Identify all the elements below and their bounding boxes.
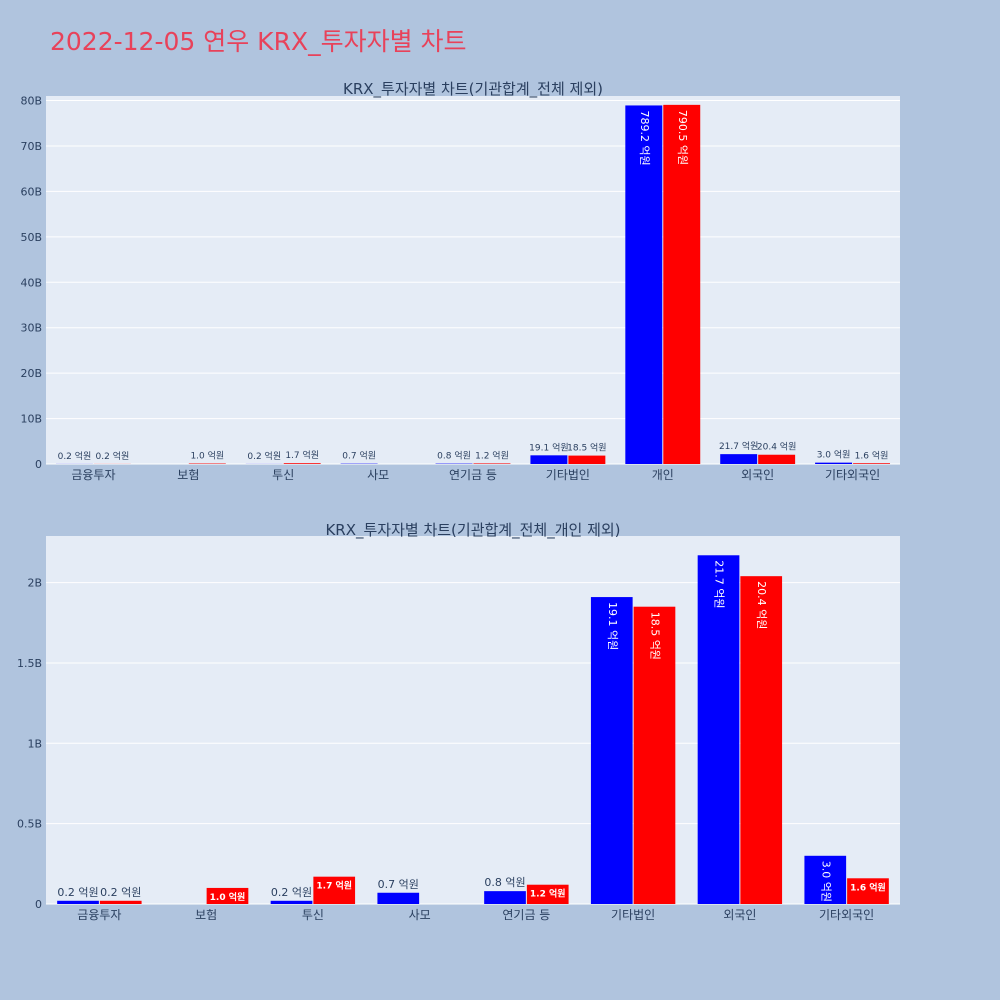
category-label: 외국인 xyxy=(723,908,756,922)
data-label: 19.1 억원 xyxy=(606,602,619,650)
data-label: 20.4 억원 xyxy=(755,581,768,629)
data-label: 790.5 억원 xyxy=(676,110,689,165)
category-label: 보험 xyxy=(195,908,217,922)
chart-title: KRX_투자자별 차트(기관합계_전체_개인 제외) xyxy=(325,521,620,540)
bar xyxy=(758,454,796,464)
bar xyxy=(847,878,889,904)
category-label: 연기금 등 xyxy=(502,908,550,922)
category-label: 금융투자 xyxy=(71,468,115,482)
data-label: 3.0 억원 xyxy=(817,449,851,461)
y-tick-label: 0 xyxy=(35,458,42,471)
bar xyxy=(568,455,606,464)
data-label: 0.2 억원 xyxy=(271,886,312,899)
bar xyxy=(853,463,891,464)
y-tick-label: 50B xyxy=(20,231,42,244)
category-label: 금융투자 xyxy=(77,908,121,922)
chart-title: KRX_투자자별 차트(기관합계_전체 제외) xyxy=(343,80,603,99)
y-tick-label: 0 xyxy=(35,898,42,911)
bar xyxy=(99,900,142,904)
data-label: 0.2 억원 xyxy=(100,886,141,899)
category-label: 기타외국인 xyxy=(825,468,880,482)
bar xyxy=(720,454,758,464)
data-label: 3.0 억원 xyxy=(819,861,832,902)
bar xyxy=(804,855,847,904)
data-label: 1.2 억원 xyxy=(530,888,566,900)
bar xyxy=(526,884,569,904)
bar xyxy=(313,876,356,904)
bar xyxy=(633,606,676,904)
data-label: 1.6 억원 xyxy=(850,881,886,893)
data-label: 1.0 억원 xyxy=(210,891,246,903)
data-label: 0.8 억원 xyxy=(437,450,471,462)
bar xyxy=(57,900,99,904)
data-label: 0.2 억원 xyxy=(96,450,130,462)
chart-2: KRX_투자자별 차트(기관합계_전체_개인 제외) 0 0.5B 1B 1.5B 2B 금… xyxy=(17,521,900,922)
category-label: 투신 xyxy=(272,468,294,482)
category-label: 사모 xyxy=(367,468,389,482)
y-tick-label: 40B xyxy=(20,276,42,289)
y-tick-label: 20B xyxy=(20,367,42,380)
category-label: 기타법인 xyxy=(546,468,590,482)
category-label: 연기금 등 xyxy=(449,468,497,482)
bar xyxy=(473,463,511,464)
data-label: 18.5 억원 xyxy=(648,612,661,660)
page-title: 2022-12-05 연우 KRX_투자자별 차트 xyxy=(50,27,467,56)
data-label: 0.7 억원 xyxy=(342,450,376,462)
y-tick-label: 60B xyxy=(20,185,42,198)
y-tick-label: 30B xyxy=(20,322,42,335)
data-label: 21.7 억원 xyxy=(719,440,758,452)
category-label: 기타외국인 xyxy=(819,908,874,922)
y-tick-label: 70B xyxy=(20,140,42,153)
category-label: 기타법인 xyxy=(611,908,655,922)
y-tick-label: 2B xyxy=(27,577,42,590)
data-label: 0.2 억원 xyxy=(247,450,281,462)
data-label: 0.2 억원 xyxy=(57,886,98,899)
y-tick-label: 1.5B xyxy=(17,657,42,670)
data-label: 1.2 억원 xyxy=(475,449,509,461)
bar xyxy=(270,900,313,904)
data-label: 0.2 억원 xyxy=(58,450,92,462)
bar xyxy=(530,455,568,464)
data-label: 1.7 억원 xyxy=(285,449,319,461)
data-label: 21.7 억원 xyxy=(713,560,726,608)
data-label: 0.7 억원 xyxy=(378,878,419,891)
bar xyxy=(815,462,853,464)
bar xyxy=(625,105,663,464)
plot-area xyxy=(46,96,900,464)
y-tick-label: 10B xyxy=(20,413,42,426)
data-label: 20.4 억원 xyxy=(757,441,796,453)
category-label: 사모 xyxy=(409,908,431,922)
chart-1: KRX_투자자별 차트(기관합계_전체 제외) 0 10B 20B 30B 40B 50B 6… xyxy=(20,80,900,482)
data-label: 1.6 억원 xyxy=(855,449,889,461)
bar xyxy=(740,576,783,904)
data-label: 19.1 억원 xyxy=(529,441,568,453)
bar xyxy=(283,463,321,464)
data-label: 18.5 억원 xyxy=(567,442,606,454)
bar xyxy=(377,892,420,904)
bar xyxy=(697,555,740,904)
data-label: 1.0 억원 xyxy=(190,450,224,462)
data-label: 789.2 억원 xyxy=(638,110,651,165)
bar xyxy=(663,104,701,465)
bar xyxy=(590,597,633,904)
data-label: 0.8 억원 xyxy=(484,876,525,889)
category-label: 투신 xyxy=(302,908,324,922)
y-tick-label: 1B xyxy=(27,737,42,750)
y-tick-label: 0.5B xyxy=(17,818,42,831)
bar xyxy=(484,891,526,904)
category-label: 개인 xyxy=(652,468,674,482)
bar xyxy=(206,887,249,904)
category-label: 외국인 xyxy=(741,468,774,482)
y-tick-label: 80B xyxy=(20,95,42,108)
data-label: 1.7 억원 xyxy=(316,880,352,892)
category-label: 보험 xyxy=(177,468,199,482)
